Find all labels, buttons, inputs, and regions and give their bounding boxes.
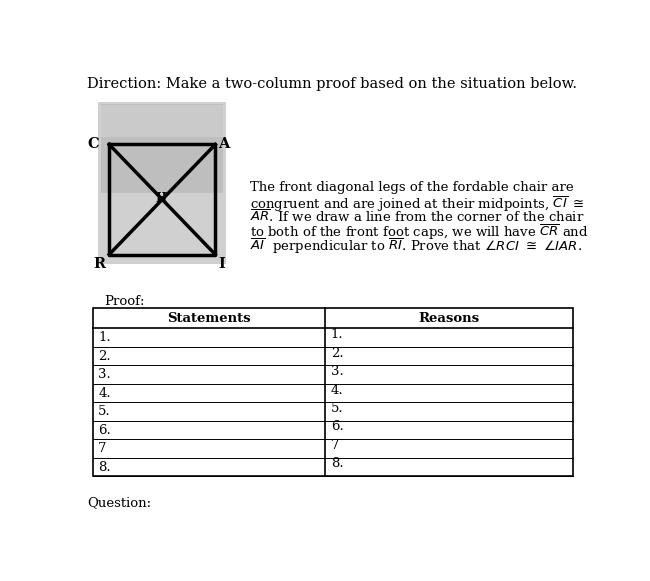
- Text: 8.: 8.: [98, 461, 111, 474]
- Text: Proof:: Proof:: [105, 295, 145, 307]
- Text: Reasons: Reasons: [419, 312, 480, 325]
- Text: H: H: [155, 192, 166, 205]
- Bar: [101, 103, 223, 192]
- Text: 5.: 5.: [98, 405, 111, 418]
- Text: R: R: [93, 257, 105, 271]
- Text: 6.: 6.: [331, 421, 344, 433]
- Text: 1.: 1.: [331, 328, 343, 341]
- Text: C: C: [88, 138, 99, 152]
- Text: 7: 7: [331, 439, 339, 452]
- Bar: [101, 105, 223, 138]
- Text: $\overline{AI}$  perpendicular to $\overline{RI}$. Prove that $\angle RCI$ $\con: $\overline{AI}$ perpendicular to $\overl…: [250, 237, 582, 256]
- Text: Question:: Question:: [88, 496, 151, 510]
- Text: 2.: 2.: [331, 347, 343, 360]
- Text: 4.: 4.: [98, 386, 111, 400]
- Text: The front diagonal legs of the fordable chair are: The front diagonal legs of the fordable …: [250, 181, 574, 195]
- Text: 8.: 8.: [331, 457, 343, 471]
- Text: 3.: 3.: [98, 368, 111, 381]
- Text: I: I: [218, 257, 225, 271]
- Text: 4.: 4.: [331, 383, 343, 397]
- Text: A: A: [218, 138, 230, 152]
- Text: 6.: 6.: [98, 424, 111, 436]
- Text: Direction: Make a two-column proof based on the situation below.: Direction: Make a two-column proof based…: [88, 77, 577, 91]
- Text: $\overline{AR}$. If we draw a line from the corner of the chair: $\overline{AR}$. If we draw a line from …: [250, 209, 585, 225]
- Text: 5.: 5.: [331, 402, 343, 415]
- Text: 2.: 2.: [98, 350, 111, 363]
- Text: 1.: 1.: [98, 331, 111, 344]
- Text: congruent and are joined at their midpoints, $\overline{CI}$ $\cong$: congruent and are joined at their midpoi…: [250, 195, 585, 214]
- Text: 3.: 3.: [331, 365, 344, 378]
- Text: Statements: Statements: [167, 312, 251, 325]
- Text: to both of the front foot caps, we will have $\overline{CR}$ and: to both of the front foot caps, we will …: [250, 223, 589, 242]
- Bar: [93, 309, 573, 476]
- Bar: [98, 102, 226, 264]
- Text: 7: 7: [98, 442, 107, 455]
